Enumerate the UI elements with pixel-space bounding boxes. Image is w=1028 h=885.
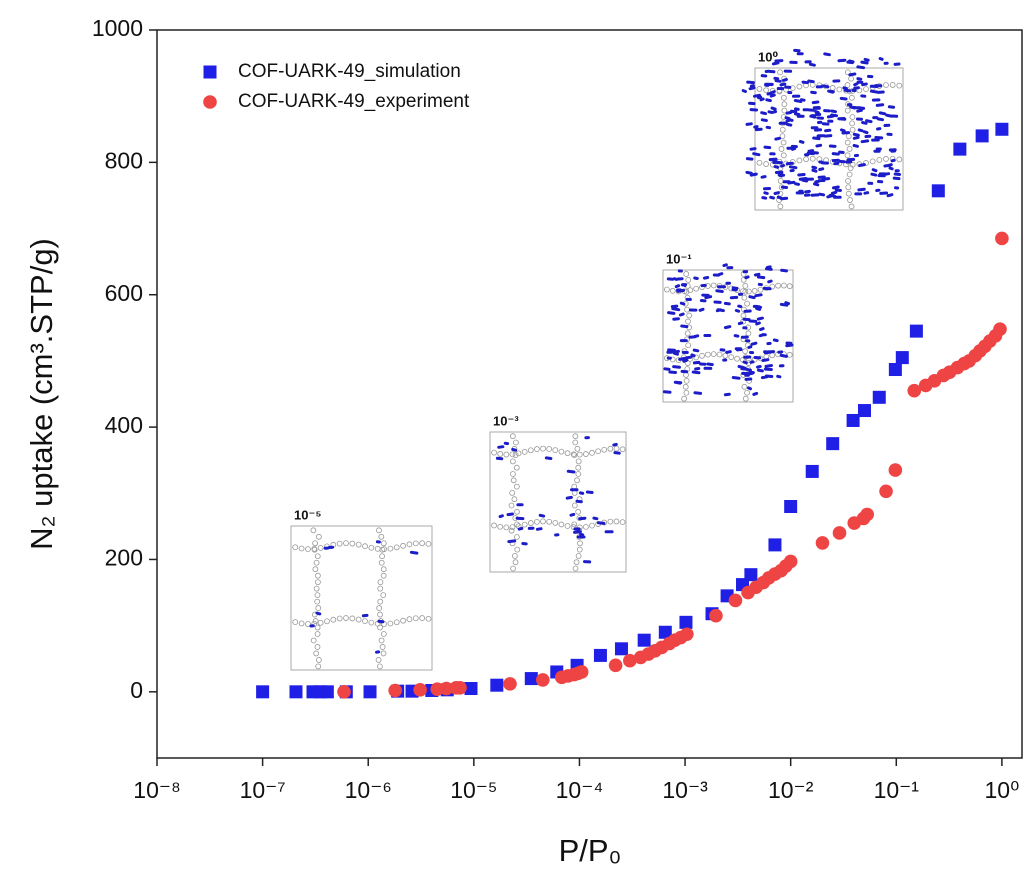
point [873, 391, 886, 404]
point [860, 508, 874, 522]
legend-marker [204, 66, 217, 79]
point [490, 679, 503, 692]
y-tick-label: 800 [105, 147, 143, 173]
y-tick-label: 400 [105, 412, 143, 438]
y-tick-label: 1000 [92, 15, 143, 41]
point [289, 685, 302, 698]
point [910, 325, 923, 338]
x-tick-label: 10⁻² [768, 777, 814, 803]
point [847, 414, 860, 427]
point [889, 363, 902, 376]
point [321, 685, 334, 698]
inset-label: 10⁰ [758, 49, 778, 64]
point [525, 672, 538, 685]
inset-label: 10⁻⁵ [294, 507, 321, 522]
point [256, 685, 269, 698]
y-tick-label: 0 [130, 677, 143, 703]
x-tick-label: 10⁻¹ [874, 777, 920, 803]
point [364, 685, 377, 698]
point [896, 351, 909, 364]
point [976, 129, 989, 142]
point [729, 594, 743, 608]
point [337, 685, 351, 699]
point [879, 484, 893, 498]
x-tick-label: 10⁰ [984, 777, 1019, 803]
point [744, 568, 757, 581]
x-tick-label: 10⁻⁴ [556, 777, 604, 803]
legend-label: COF-UARK-49_experiment [238, 91, 470, 112]
point [709, 609, 723, 623]
y-tick-label: 600 [105, 280, 143, 306]
point [806, 465, 819, 478]
point [784, 555, 798, 569]
x-tick-label: 10⁻⁸ [133, 777, 180, 803]
legend-marker [203, 95, 217, 109]
point [932, 184, 945, 197]
x-tick-label: 10⁻³ [662, 777, 708, 803]
x-tick-label: 10⁻⁵ [450, 777, 497, 803]
point [679, 616, 692, 629]
point [575, 665, 589, 679]
point [953, 143, 966, 156]
point [638, 634, 651, 647]
point [680, 627, 694, 641]
chart: P/P₀ N₂ uptake (cm³.STP/g) 10⁻⁵ 10⁻³ 10⁻¹ 1… [0, 0, 1028, 880]
point [388, 684, 402, 698]
point [833, 526, 847, 540]
point [413, 683, 427, 697]
x-tick-label: 10⁻⁷ [240, 777, 286, 803]
point [784, 500, 797, 513]
point [768, 538, 781, 551]
point [453, 681, 467, 695]
point [995, 232, 1009, 246]
point [995, 123, 1008, 136]
y-axis-title: N₂ uptake (cm³.STP/g) [24, 238, 59, 550]
point [889, 463, 903, 477]
point [594, 649, 607, 662]
inset-label: 10⁻³ [493, 413, 519, 428]
point [993, 322, 1007, 336]
point [503, 677, 517, 691]
y-tick-label: 200 [105, 545, 143, 571]
point [536, 673, 550, 687]
point [816, 536, 830, 550]
x-tick-label: 10⁻⁶ [345, 777, 392, 803]
x-axis-title: P/P₀ [559, 833, 622, 868]
point [615, 642, 628, 655]
point [826, 437, 839, 450]
point [609, 659, 623, 673]
point [858, 404, 871, 417]
inset-label: 10⁻¹ [666, 251, 692, 266]
legend-label: COF-UARK-49_simulation [238, 61, 461, 82]
